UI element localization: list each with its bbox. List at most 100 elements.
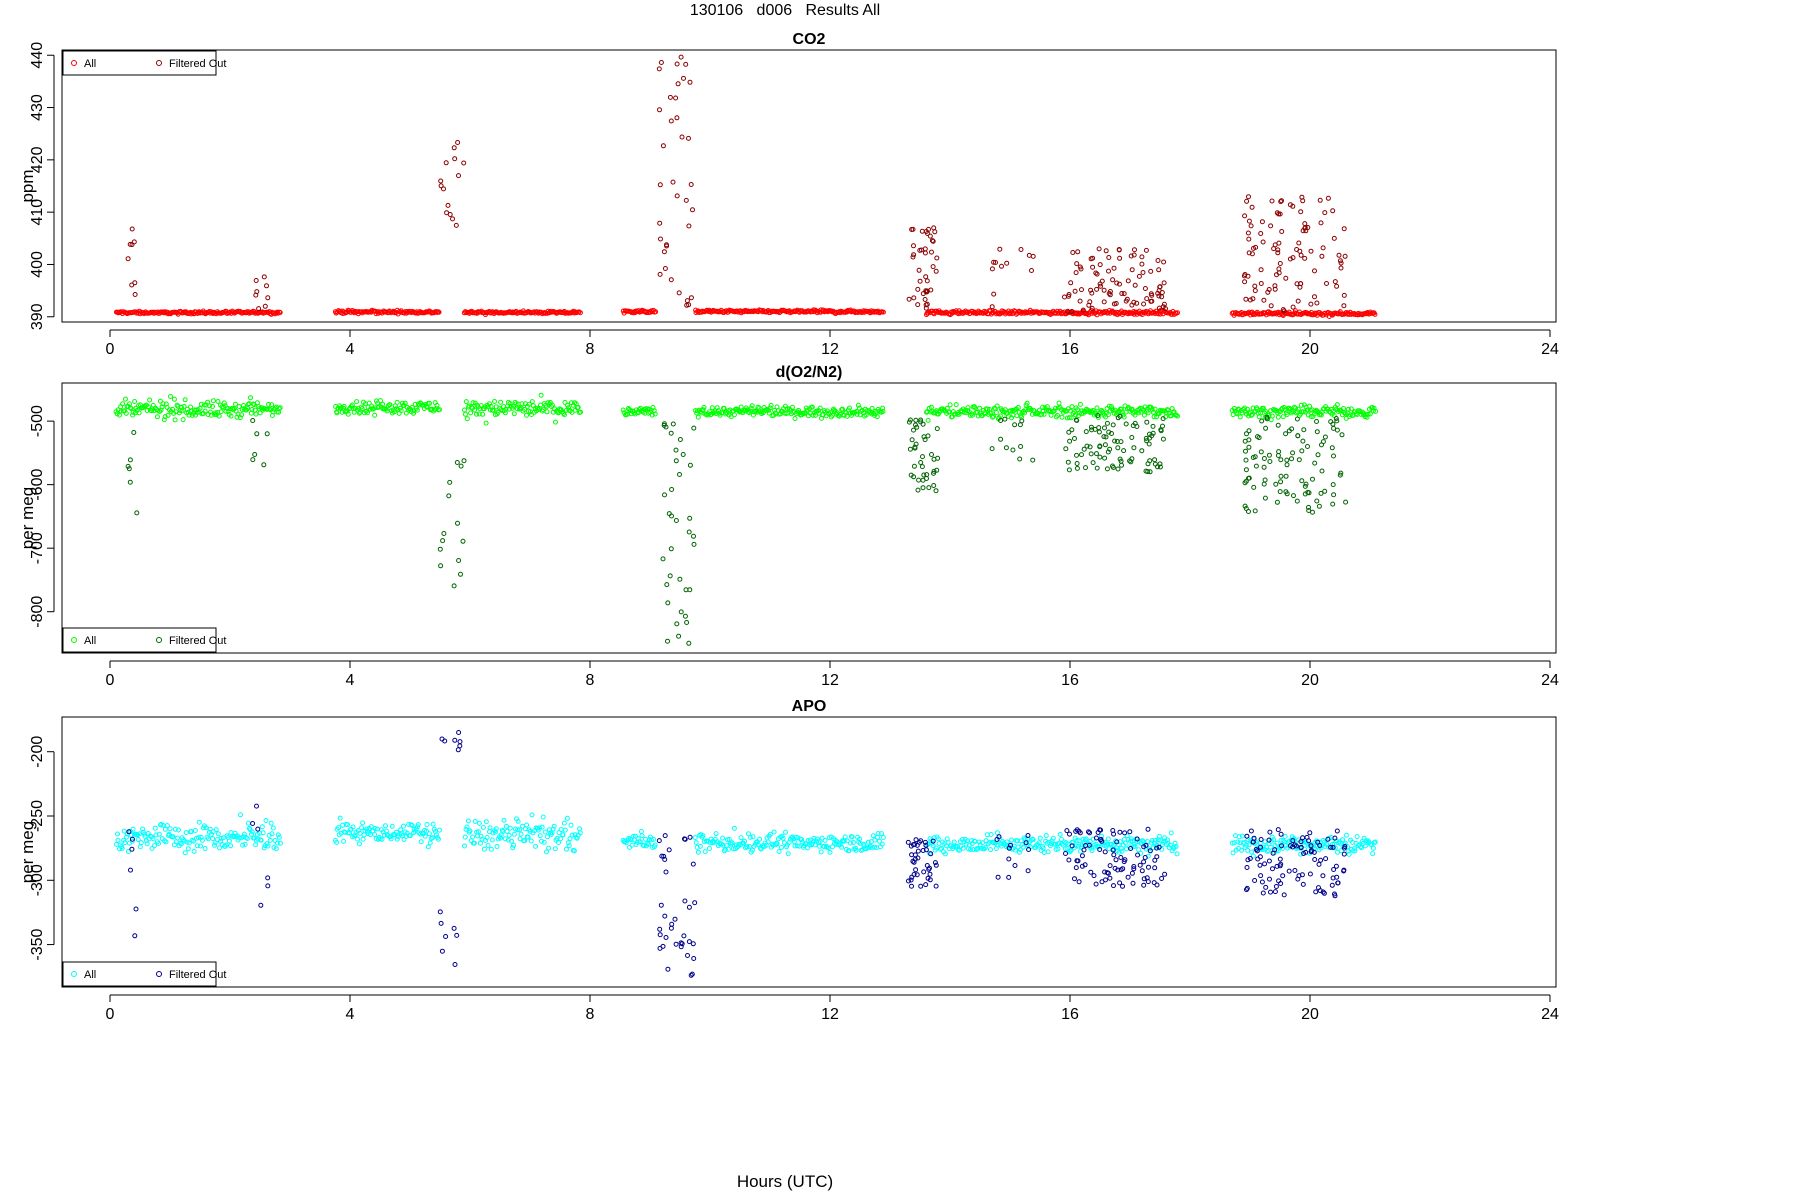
data-point (1312, 408, 1318, 414)
data-point (1130, 880, 1136, 886)
data-point (681, 933, 687, 939)
data-point (977, 405, 983, 411)
panel-title: d(O2/N2) (776, 364, 843, 381)
data-point (734, 308, 740, 314)
data-point (657, 945, 663, 951)
data-point (1304, 407, 1310, 413)
data-point (510, 845, 516, 851)
data-point (127, 457, 133, 463)
data-point (1088, 256, 1094, 262)
panel-1: CO2 ppm 0 4 8 12 16 20 24 390 400 410 420 430 440 All Fi… (18, 31, 1559, 358)
data-point (1030, 253, 1036, 259)
data-point (674, 115, 680, 121)
data-point (662, 833, 668, 839)
data-point (226, 838, 232, 844)
data-point (771, 829, 777, 835)
data-point (1111, 301, 1117, 307)
data-point (1275, 247, 1281, 253)
data-point (682, 836, 688, 842)
data-point (338, 405, 344, 411)
data-point (975, 845, 981, 851)
data-point (1107, 292, 1113, 298)
data-point (462, 407, 467, 413)
data-point (450, 216, 455, 222)
data-point (274, 309, 280, 315)
data-point (915, 848, 921, 854)
data-point (156, 841, 161, 846)
data-point (657, 926, 663, 932)
data-point (1337, 472, 1343, 478)
data-point (118, 408, 124, 414)
data-point (198, 401, 204, 407)
data-point (677, 437, 683, 442)
plot-frame (61, 49, 1557, 323)
data-point (684, 298, 690, 304)
data-point (1290, 255, 1296, 261)
data-point (1264, 849, 1270, 854)
data-point (1300, 881, 1306, 887)
data-point (849, 834, 855, 840)
data-point (1278, 881, 1284, 886)
data-point (993, 260, 998, 265)
data-point (446, 493, 452, 499)
data-point (674, 193, 680, 199)
data-point (352, 832, 358, 838)
data-point (1167, 842, 1173, 848)
data-point (915, 286, 921, 292)
data-point (1309, 848, 1314, 853)
data-point (225, 406, 231, 411)
data-point (1286, 868, 1292, 874)
data-point (461, 160, 467, 166)
data-point (1313, 889, 1319, 895)
data-point (1279, 229, 1285, 234)
data-point (906, 878, 911, 884)
data-point (991, 413, 996, 419)
data-point (687, 834, 693, 840)
x-tick-label: 0 (106, 672, 115, 689)
data-point (801, 411, 807, 417)
data-point (691, 425, 697, 431)
data-point (686, 529, 692, 535)
data-point (1305, 444, 1310, 449)
data-point (686, 640, 692, 646)
data-point (1259, 879, 1265, 885)
data-point (1357, 409, 1363, 415)
data-point (1274, 863, 1280, 869)
data-point (704, 412, 710, 418)
data-point (928, 851, 934, 857)
data-point (577, 310, 583, 316)
data-point (236, 835, 242, 841)
data-point (1116, 849, 1122, 855)
data-point (1244, 431, 1249, 437)
x-tick-label: 4 (346, 1006, 355, 1023)
data-point (1174, 851, 1180, 857)
data-point (917, 278, 923, 284)
data-point (552, 846, 558, 852)
data-point (1330, 501, 1336, 507)
data-point (907, 446, 913, 452)
data-point (1315, 839, 1321, 845)
data-point (1094, 271, 1100, 277)
data-point (513, 401, 519, 407)
data-point (1152, 837, 1158, 843)
data-point (1258, 281, 1264, 286)
data-point (501, 817, 507, 823)
data-point (1105, 836, 1111, 842)
data-point (1331, 235, 1337, 241)
data-point (1070, 840, 1076, 846)
data-point (1239, 833, 1245, 839)
data-point (1318, 857, 1324, 863)
data-point (1310, 509, 1315, 515)
data-point (164, 823, 170, 829)
data-point (1069, 309, 1075, 314)
data-point (665, 600, 671, 606)
data-point (1019, 418, 1025, 424)
data-point (689, 971, 695, 977)
data-point (1041, 411, 1047, 417)
legend: All Filtered Out (62, 50, 226, 76)
data-point (1289, 409, 1295, 414)
data-point (916, 839, 922, 845)
data-point (651, 836, 656, 842)
data-point (749, 847, 755, 853)
data-point (272, 838, 278, 843)
